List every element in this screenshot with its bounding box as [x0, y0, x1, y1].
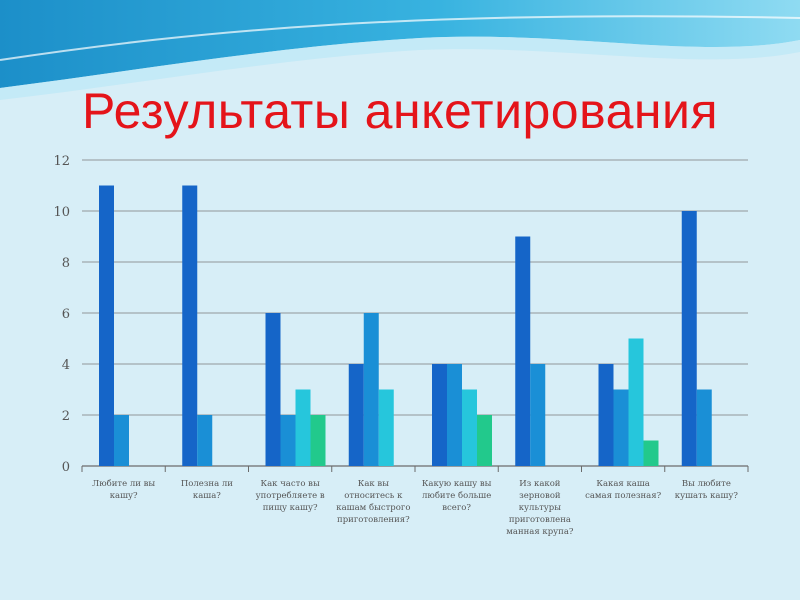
bar	[628, 338, 644, 466]
x-tick-label: Какую кашу вы любите больше всего?	[421, 479, 492, 513]
bar	[99, 185, 114, 466]
bar	[447, 364, 462, 466]
y-tick-label: 10	[53, 205, 70, 220]
bar	[598, 364, 614, 466]
bar	[477, 415, 492, 466]
y-axis: 0 2 4 6 8 10 12	[53, 154, 70, 475]
bar	[681, 211, 697, 466]
x-tick-label: Как часто вы употребляете в пищу кашу?	[255, 479, 325, 513]
y-tick-label: 8	[62, 256, 70, 271]
bar	[295, 389, 311, 466]
x-tick-label: Какая каша самая полезная?	[585, 479, 662, 501]
bar	[265, 313, 281, 466]
bar	[197, 415, 213, 466]
x-tick-label: Полезна ли каша?	[180, 479, 233, 501]
bar	[613, 389, 629, 466]
bar	[363, 313, 379, 466]
bar	[432, 364, 447, 466]
page-title: Результаты анкетирования	[81, 83, 719, 139]
bar	[530, 364, 546, 466]
bar	[310, 415, 326, 466]
bar	[182, 185, 198, 466]
chart-grid	[82, 159, 748, 467]
y-tick-label: 2	[62, 409, 70, 424]
x-tick-label: Вы любите кушать кашу?	[674, 479, 738, 501]
bar	[696, 389, 712, 466]
bar	[348, 364, 364, 466]
bar	[643, 440, 659, 466]
y-tick-label: 6	[62, 307, 70, 322]
y-tick-label: 0	[62, 460, 70, 475]
y-tick-label: 4	[62, 358, 70, 373]
x-tick-label: Как вы относитесь к кашам быстрого приго…	[336, 479, 411, 525]
y-tick-label: 12	[53, 154, 70, 169]
bar	[462, 389, 477, 466]
x-tick-label: Любите ли вы кашу?	[92, 479, 156, 501]
x-tick-label: Из какой зерновой культуры приготовлена …	[506, 479, 574, 537]
chart-bars	[99, 185, 712, 466]
header-wave	[0, 0, 800, 100]
bar	[114, 415, 129, 466]
x-axis	[81, 466, 749, 472]
bar	[378, 389, 394, 466]
bar	[515, 236, 531, 466]
bar	[280, 415, 296, 466]
